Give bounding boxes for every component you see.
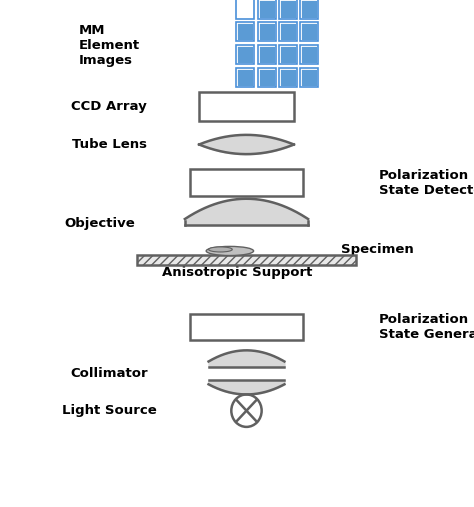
Bar xyxy=(301,67,319,87)
Bar xyxy=(137,255,356,265)
Bar xyxy=(257,67,275,87)
Ellipse shape xyxy=(209,247,232,252)
Bar xyxy=(279,22,297,41)
Bar xyxy=(301,45,319,64)
Bar xyxy=(279,67,297,87)
Text: Specimen: Specimen xyxy=(341,243,414,256)
Bar xyxy=(301,0,319,18)
Bar xyxy=(236,0,254,18)
Bar xyxy=(279,0,297,18)
Bar xyxy=(257,22,275,41)
Text: CCD Array: CCD Array xyxy=(71,100,147,113)
Bar xyxy=(301,45,319,64)
Text: Light Source: Light Source xyxy=(62,404,156,417)
Bar xyxy=(236,22,254,41)
Bar xyxy=(279,45,297,64)
Bar xyxy=(279,67,297,87)
Bar xyxy=(236,22,254,41)
Circle shape xyxy=(231,394,262,427)
Bar xyxy=(279,22,297,41)
Bar xyxy=(257,45,275,64)
Bar xyxy=(190,169,303,196)
Text: Tube Lens: Tube Lens xyxy=(72,138,146,151)
Bar xyxy=(199,92,294,121)
Text: MM
Element
Images: MM Element Images xyxy=(79,24,139,67)
Bar xyxy=(236,45,254,64)
Bar xyxy=(257,0,275,18)
Text: Polarization
State Generator: Polarization State Generator xyxy=(379,313,474,341)
Ellipse shape xyxy=(206,246,254,256)
Bar xyxy=(190,314,303,340)
Bar xyxy=(257,22,275,41)
Bar xyxy=(257,45,275,64)
Bar xyxy=(301,22,319,41)
Bar xyxy=(301,67,319,87)
Bar xyxy=(236,45,254,64)
Bar xyxy=(279,45,297,64)
Text: Collimator: Collimator xyxy=(70,367,148,380)
Bar xyxy=(301,22,319,41)
Bar xyxy=(257,67,275,87)
Text: Objective: Objective xyxy=(64,216,135,230)
Bar xyxy=(257,0,275,18)
Bar xyxy=(236,0,254,18)
Bar xyxy=(236,67,254,87)
Bar xyxy=(236,67,254,87)
Text: Polarization
State Detector: Polarization State Detector xyxy=(379,168,474,197)
Bar xyxy=(279,0,297,18)
Bar xyxy=(301,0,319,18)
Text: Anisotropic Support: Anisotropic Support xyxy=(162,266,312,279)
